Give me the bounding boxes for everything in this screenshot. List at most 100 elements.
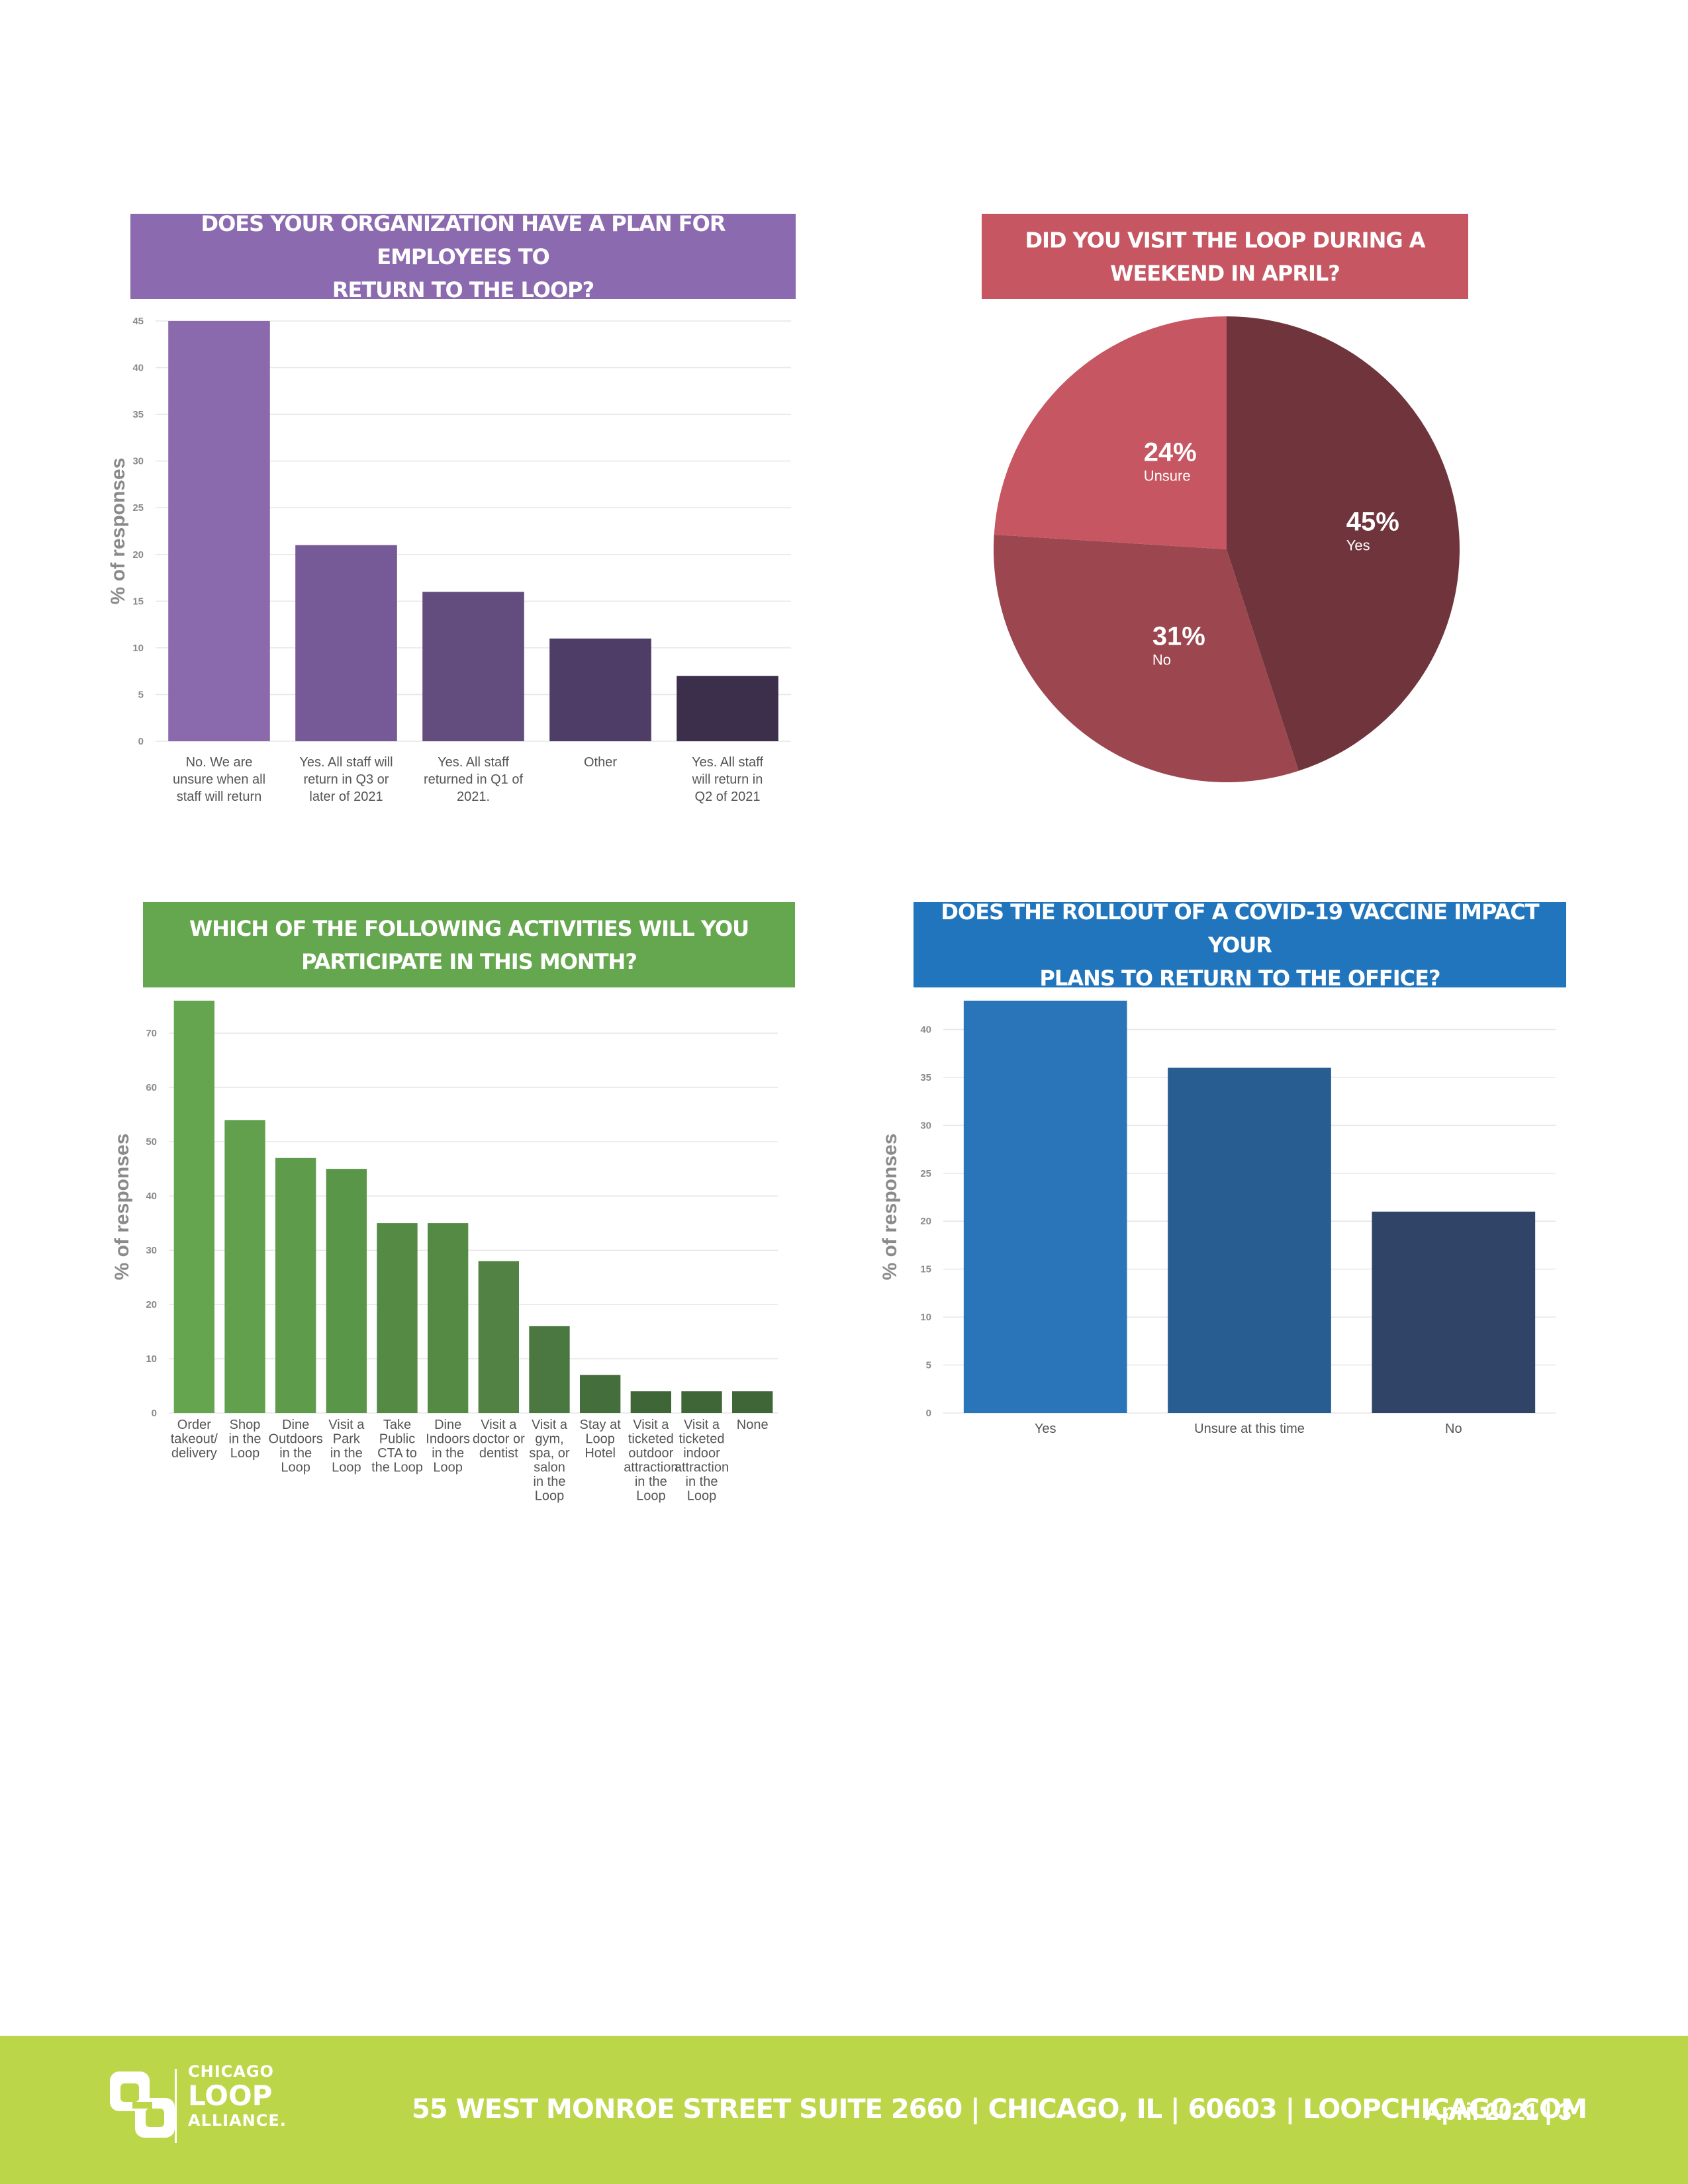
bar — [1168, 1068, 1331, 1413]
category-label: Visit a ticketed outdoor attraction in the Lo… — [624, 1418, 678, 1504]
y-tick-label: 10 — [146, 1353, 157, 1365]
y-tick-label: 50 — [146, 1136, 157, 1148]
chart-return-plan-title-text: DOES YOUR ORGANIZATION HAVE A PLAN FOR E… — [201, 210, 726, 302]
bar — [963, 1001, 1127, 1413]
category-label: Take Public CTA to the Loop — [371, 1418, 423, 1475]
category-label: Other — [584, 755, 617, 770]
y-tick-label: 0 — [138, 736, 144, 747]
chart-return-plan-plot: 0 5 10 15 20 25 30 35 40 45 No. We are unsure when … — [107, 316, 791, 804]
logo-wordmark: CHICAGO LOOP ALLIANCE. — [188, 2064, 287, 2128]
y-tick-label: 5 — [926, 1360, 931, 1371]
bar — [173, 1001, 214, 1413]
pie-slice — [994, 316, 1227, 549]
logo-line-loop: LOOP — [188, 2079, 273, 2112]
y-tick-label: 60 — [146, 1082, 157, 1093]
bar — [732, 1391, 773, 1413]
chart-activities-title-text: WHICH OF THE FOLLOWING ACTIVITIES WILL Y… — [189, 915, 749, 974]
footer: CHICAGO LOOP ALLIANCE. 55 WEST MONROE ST… — [0, 2036, 1688, 2184]
pie-percent-label: 24% — [1144, 438, 1197, 467]
category-label: Visit a Park in the Loop — [328, 1418, 365, 1475]
bar — [681, 1391, 722, 1413]
bar — [549, 638, 651, 741]
bar — [326, 1169, 367, 1413]
bar — [422, 592, 524, 741]
y-tick-label: 15 — [132, 596, 144, 607]
y-tick-label: 30 — [920, 1120, 931, 1131]
logo-line-alliance: ALLIANCE. — [188, 2111, 287, 2130]
category-label: Stay at Loop Hotel — [580, 1418, 622, 1461]
y-tick-label: 20 — [920, 1216, 931, 1227]
y-tick-label: 0 — [926, 1408, 931, 1419]
bar — [630, 1391, 671, 1413]
category-label: Yes. All staff returned in Q1 of 2021. — [424, 755, 524, 804]
y-tick-label: 40 — [146, 1191, 157, 1202]
pie-category-label: Yes — [1346, 537, 1370, 553]
category-label: Unsure at this time — [1194, 1422, 1305, 1436]
category-label: Yes — [1035, 1422, 1056, 1436]
category-label: No — [1445, 1422, 1462, 1436]
bar — [168, 321, 270, 741]
chart-return-plan-title: DOES YOUR ORGANIZATION HAVE A PLAN FOR E… — [130, 211, 796, 302]
bar — [677, 676, 778, 741]
category-label: No. We are unsure when all staff will retu… — [173, 755, 265, 804]
category-label: Dine Indoors in the Loop — [426, 1418, 470, 1475]
y-tick-label: 20 — [132, 549, 144, 561]
pie-category-label: No — [1152, 652, 1171, 668]
y-axis-label: % of responses — [111, 1134, 133, 1281]
y-tick-label: 0 — [152, 1408, 157, 1419]
category-label: Yes. All staff will return in Q3 or later … — [299, 755, 393, 804]
category-label: None — [737, 1418, 769, 1432]
bar — [295, 545, 397, 741]
y-tick-label: 40 — [920, 1024, 931, 1035]
footer-address: 55 WEST MONROE STREET SUITE 2660 | CHICA… — [412, 2094, 1587, 2124]
category-label: Visit a ticketed indoor attraction in the Loo… — [675, 1418, 729, 1504]
bar — [478, 1261, 519, 1413]
footer-page-info: April 2021 | 3 — [1424, 2098, 1571, 2125]
bar — [428, 1223, 469, 1413]
y-axis-label: % of responses — [107, 458, 129, 605]
chart-activities-title: WHICH OF THE FOLLOWING ACTIVITIES WILL Y… — [143, 902, 795, 987]
category-label: Visit a gym, spa, or salon in the Loop — [529, 1418, 569, 1504]
bar — [275, 1158, 316, 1413]
pie-percent-label: 31% — [1152, 622, 1205, 651]
y-tick-label: 30 — [132, 456, 144, 467]
chart-vaccine-impact-plot: 0 5 10 15 20 25 30 35 40 Yes Unsure at this time No… — [879, 1001, 1556, 1436]
chart-activities-plot: 0 10 20 30 40 50 60 70 Order takeout/delivery Shop… — [111, 1001, 778, 1504]
y-tick-label: 10 — [920, 1312, 931, 1323]
y-tick-label: 70 — [146, 1028, 157, 1039]
chart-vaccine-impact-title: DOES THE ROLLOUT OF A COVID-19 VACCINE I… — [914, 899, 1566, 991]
category-label: Shop in the Loop — [229, 1418, 261, 1461]
y-tick-label: 25 — [920, 1168, 931, 1179]
y-tick-label: 40 — [132, 363, 144, 374]
category-label: Dine Outdoors in the Loop — [269, 1418, 323, 1475]
bar — [224, 1120, 265, 1413]
bar — [529, 1326, 570, 1413]
category-label: Visit a doctor or dentist — [473, 1418, 525, 1461]
y-tick-label: 10 — [132, 643, 144, 654]
pie-percent-label: 45% — [1346, 507, 1399, 536]
chart-weekend-visit-title: DID YOU VISIT THE LOOP DURING A WEEKEND … — [982, 214, 1468, 299]
category-label: Yes. All staff will return in Q2 of 2021 — [692, 755, 764, 804]
pie-category-label: Unsure — [1144, 468, 1191, 484]
y-tick-label: 35 — [132, 409, 144, 420]
y-tick-label: 45 — [132, 316, 144, 327]
y-tick-label: 15 — [920, 1264, 931, 1275]
y-tick-label: 35 — [920, 1072, 931, 1083]
logo-divider — [175, 2069, 177, 2143]
bar — [1372, 1211, 1536, 1413]
y-axis-label: % of responses — [879, 1134, 901, 1281]
category-label: Order takeout/delivery — [171, 1418, 218, 1461]
logo-line-chicago: CHICAGO — [188, 2062, 274, 2081]
y-tick-label: 5 — [138, 689, 144, 700]
chart-weekend-visit-title-text: DID YOU VISIT THE LOOP DURING A WEEKEND … — [1025, 227, 1425, 286]
bar — [377, 1223, 418, 1413]
chart-vaccine-impact-title-text: DOES THE ROLLOUT OF A COVID-19 VACCINE I… — [941, 899, 1539, 991]
pie-slice — [1227, 316, 1460, 771]
y-tick-label: 30 — [146, 1245, 157, 1256]
bar — [580, 1375, 621, 1413]
y-tick-label: 20 — [146, 1299, 157, 1310]
pie-slice — [994, 534, 1299, 782]
loop-logo-icon — [110, 2071, 175, 2138]
chart-weekend-visit-plot: 45%Yes 31%No 24%Unsure — [994, 316, 1460, 782]
y-tick-label: 25 — [132, 502, 144, 514]
